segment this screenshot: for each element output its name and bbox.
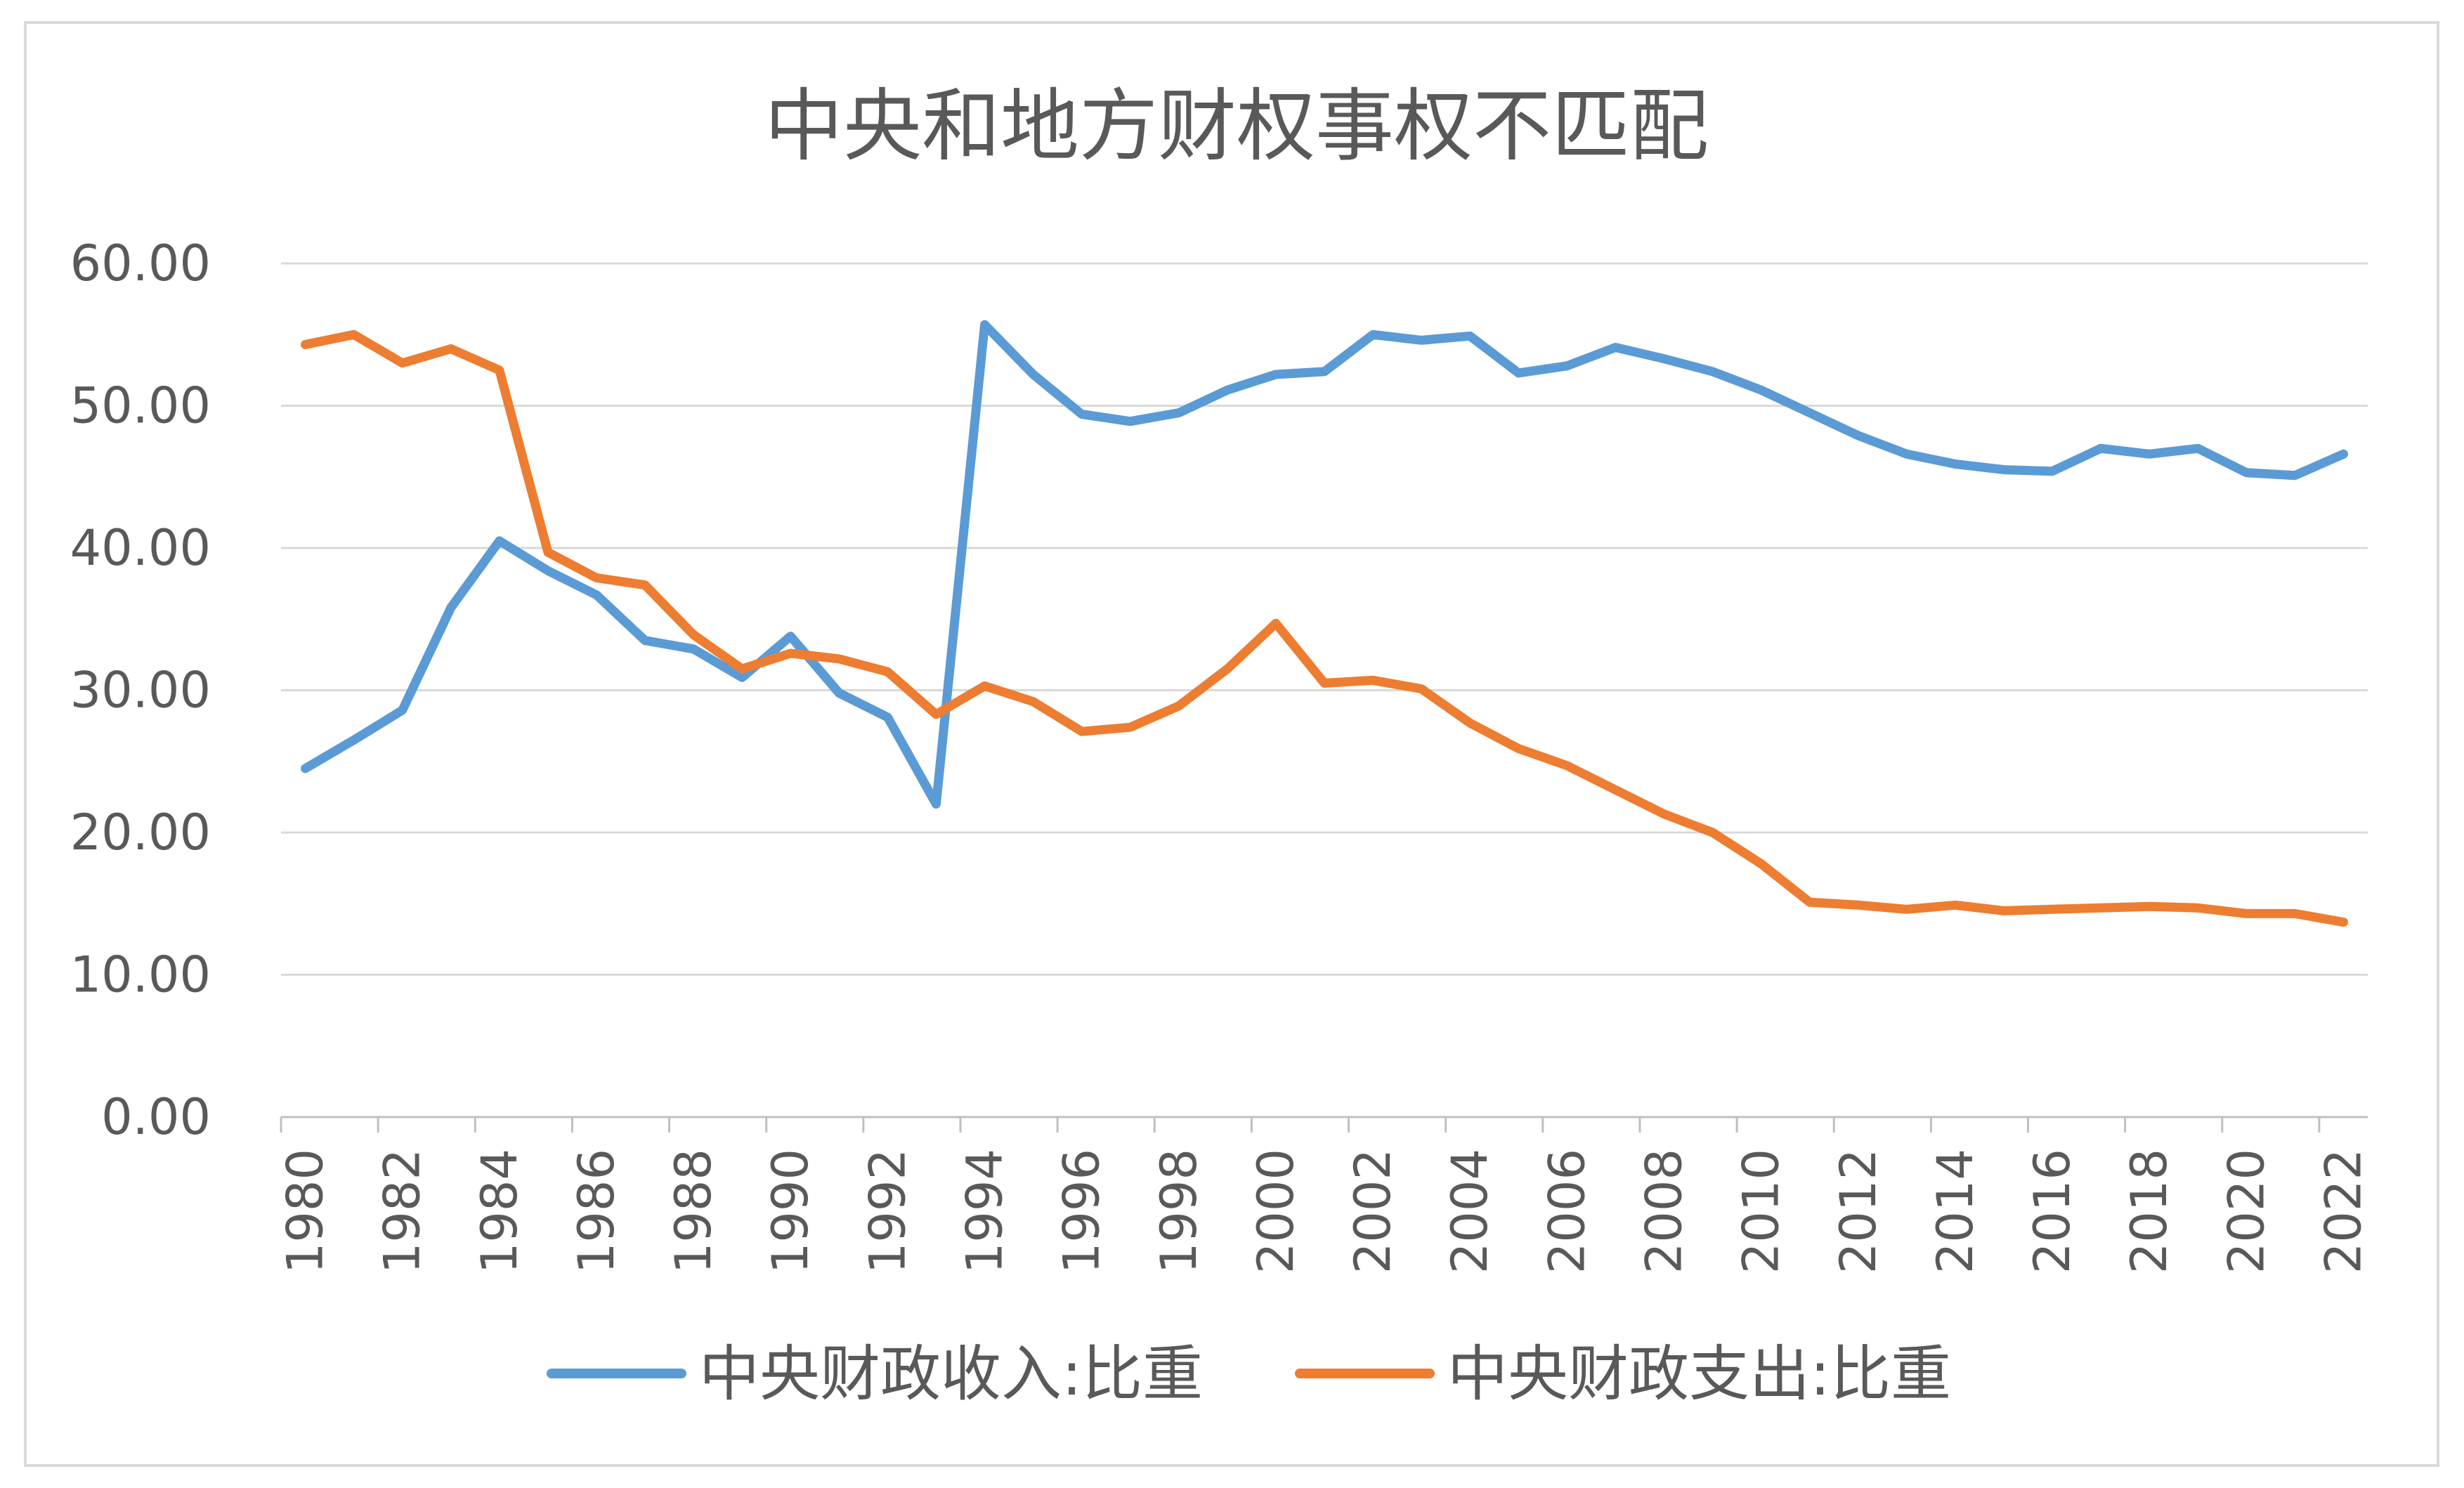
x-tick-label: 2016: [2023, 1149, 2081, 1274]
gridlines: [281, 262, 2368, 976]
y-tick-label: 20.00: [70, 804, 211, 861]
x-tick-label: 2006: [1538, 1149, 1596, 1274]
x-tick-label: 2010: [1733, 1149, 1790, 1274]
x-tick-label: 1996: [1053, 1149, 1111, 1274]
x-tick-label: 1998: [1150, 1149, 1208, 1274]
y-axis-ticks: 0.00 10.00 20.00 30.00 40.00 50.00 60.00: [70, 235, 211, 1146]
x-tick-label: 1984: [471, 1149, 528, 1274]
series-line-0: [301, 320, 2348, 809]
x-tick-label: 1980: [277, 1149, 334, 1274]
y-tick-label: 10.00: [70, 946, 211, 1004]
x-tick-label: 2004: [1441, 1149, 1499, 1274]
chart-title: 中央和地方财权事权不匹配: [764, 81, 1709, 172]
x-tick-label: 2008: [1635, 1149, 1693, 1274]
x-tick-label: 1982: [374, 1149, 431, 1274]
x-tick-label: 1986: [568, 1149, 625, 1274]
chart-frame: [24, 21, 2439, 1467]
x-tick-label: 1988: [665, 1149, 722, 1274]
x-tick-label: 2014: [1927, 1149, 1984, 1274]
series-line-1: [301, 329, 2348, 927]
x-axis: 1980 1982 1984 1986 1988 1990 1992 1994 1996 1998…: [277, 1116, 2372, 1274]
legend-label-1: 中央财政支出:比重: [1447, 1339, 1951, 1409]
legend: 中央财政收入:比重 中央财政支出:比重: [547, 1339, 1951, 1409]
y-tick-label: 30.00: [70, 662, 211, 719]
x-tick-label: 1992: [859, 1149, 916, 1274]
x-tick-label: 2002: [1344, 1149, 1402, 1274]
x-tick-label: 1990: [762, 1149, 819, 1274]
x-tick-label: 2000: [1247, 1149, 1305, 1274]
x-tick-label: 2012: [1830, 1149, 1887, 1274]
y-tick-label: 60.00: [70, 235, 211, 292]
x-tick-label: 2018: [2120, 1149, 2178, 1274]
y-tick-label: 40.00: [70, 519, 211, 577]
y-tick-label: 0.00: [101, 1088, 211, 1146]
x-tick-label: 2020: [2217, 1149, 2275, 1274]
x-tick-label: 1994: [956, 1149, 1014, 1274]
series-lines: [301, 320, 2348, 927]
x-tick-label: 2022: [2314, 1149, 2372, 1274]
legend-label-0: 中央财政收入:比重: [699, 1339, 1203, 1409]
y-tick-label: 50.00: [70, 377, 211, 435]
